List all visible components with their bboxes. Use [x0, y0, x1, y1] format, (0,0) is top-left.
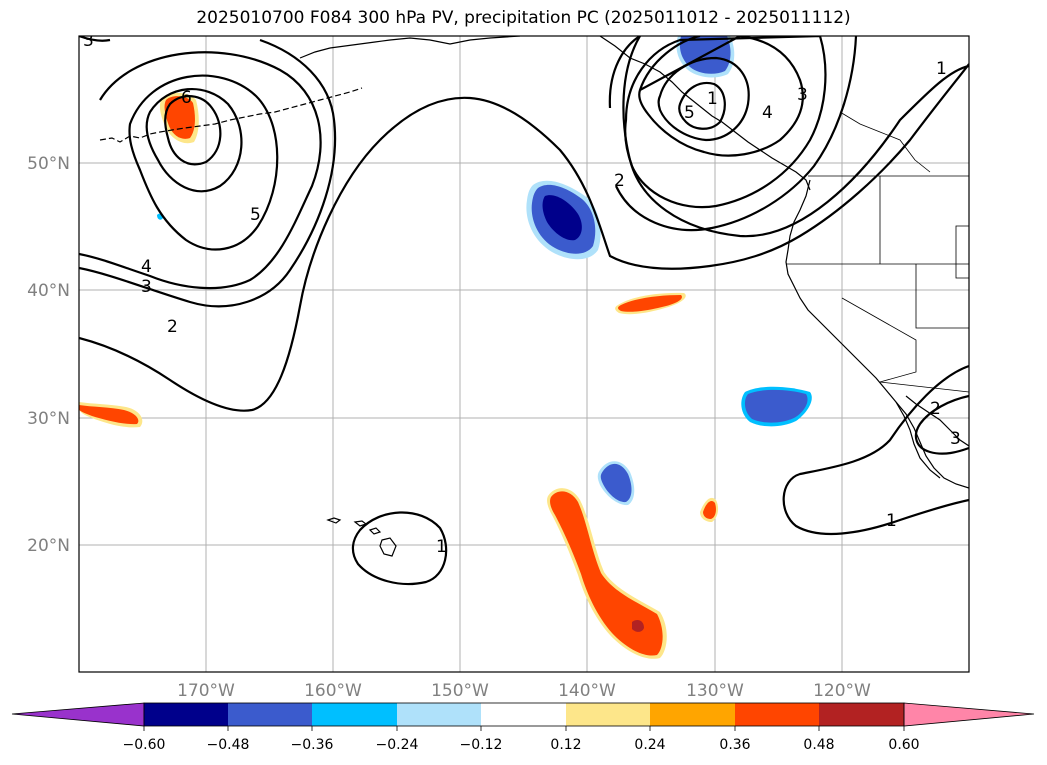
pv-contour: [657, 56, 750, 142]
pv-contour: [128, 74, 279, 251]
gulf-coast: [905, 395, 969, 447]
pv-contour: [914, 394, 969, 455]
pv-contours: [79, 36, 969, 586]
contour-label: 3: [950, 429, 961, 449]
lat-label: 50°N: [27, 154, 70, 174]
contour-label: 2: [614, 171, 625, 191]
pv-contour: [608, 36, 858, 232]
hawaii-island: [326, 517, 342, 524]
colorbar-tick-label: −0.48: [207, 737, 250, 753]
precip-negative-region: [744, 389, 808, 423]
pv-contour: [622, 36, 969, 238]
lon-label: 160°W: [304, 681, 362, 701]
west-coast: [785, 179, 969, 489]
lon-labels: 170°W 160°W 150°W 140°W 130°W 120°W: [177, 681, 871, 701]
alaska-coast: [299, 36, 521, 59]
colorbar-bin: [228, 703, 312, 726]
colorbar-bin: [481, 703, 566, 726]
lat-labels: 50°N 40°N 30°N 20°N: [27, 154, 70, 556]
map-frame: [78, 35, 970, 673]
colorbar-bin: [735, 703, 819, 726]
lat-label: 30°N: [27, 409, 70, 429]
precip-positive-region: [703, 501, 716, 519]
pv-contour: [79, 38, 337, 308]
lon-label: 150°W: [431, 681, 489, 701]
colorbar-bin: [312, 703, 397, 726]
contour-labels: 6 5 4 3 2 1 2 3 4 5 1 2 3 1 1 3: [83, 31, 961, 557]
aleutian-islands: [99, 87, 363, 143]
contour-label: 4: [141, 257, 152, 277]
contour-label: 3: [141, 277, 152, 297]
colorbar-bin: [397, 703, 481, 726]
colorbar-extend-high: [903, 702, 1035, 727]
colorbar-frame: [143, 702, 905, 727]
contour-label: 4: [762, 103, 773, 123]
precip-positive-region: [618, 295, 682, 312]
pv-contour: [678, 81, 726, 130]
colorbar-tick-marks: [143, 726, 905, 731]
colorbar-tick-label: −0.60: [123, 737, 166, 753]
state-border: [955, 225, 969, 279]
colorbar-tick-label: 0.36: [719, 737, 750, 753]
us-mexico-border: [879, 381, 969, 393]
map-area: 6 5 4 3 2 1 2 3 4 5 1 2 3 1 1 3: [79, 31, 969, 672]
lon-label: 140°W: [558, 681, 616, 701]
map-title: 2025010700 F084 300 hPa PV, precipitatio…: [196, 8, 851, 28]
hawaii-island: [379, 537, 397, 557]
lon-label: 170°W: [177, 681, 235, 701]
lon-label: 130°W: [686, 681, 744, 701]
baja-coast: [895, 401, 941, 479]
state-border: [915, 264, 969, 329]
precip-positive-region: [79, 405, 139, 425]
colorbar-tick-label: −0.24: [376, 737, 419, 753]
contour-label: 6: [181, 88, 192, 108]
contour-label: 3: [83, 31, 94, 51]
contour-label: 1: [886, 511, 897, 531]
precip-negative-region: [600, 463, 632, 503]
state-border: [841, 297, 917, 383]
contour-label: 1: [436, 537, 447, 557]
borders: [786, 111, 969, 393]
contour-label: 1: [707, 89, 718, 109]
pv-contour: [164, 95, 222, 166]
contour-label: 2: [930, 399, 941, 419]
contour-label: 5: [684, 103, 695, 123]
colorbar-bin: [819, 703, 904, 726]
colorbar: −0.60 −0.48 −0.36 −0.24 −0.12 0.12 0.24 …: [11, 702, 1035, 753]
hawaii-island: [368, 527, 382, 535]
colorbar-extend-low: [11, 702, 145, 727]
contour-label: 5: [250, 205, 261, 225]
pv-contour: [79, 51, 322, 290]
colorbar-tick-label: 0.48: [803, 737, 834, 753]
colorbar-tick-label: 0.60: [888, 737, 919, 753]
pv-contour: [145, 87, 243, 193]
pv-contour: [79, 36, 111, 42]
colorbar-tick-label: −0.36: [291, 737, 334, 753]
colorbar-bin: [144, 703, 228, 726]
colorbar-bin: [650, 703, 735, 726]
pv-contour: [638, 36, 804, 157]
pv-contour: [79, 63, 969, 412]
contour-label: 3: [797, 85, 808, 105]
lon-label: 120°W: [813, 681, 871, 701]
contour-label: 2: [167, 317, 178, 337]
contour-label: 1: [936, 59, 947, 79]
lat-label: 20°N: [27, 536, 70, 556]
colorbar-tick-label: −0.12: [460, 737, 503, 753]
precip-positive-region: [632, 620, 644, 632]
colorbar-tick-label: 0.24: [634, 737, 665, 753]
precip-positive-region: [550, 491, 663, 656]
precip-negative-region: [542, 195, 582, 241]
colorbar-bin: [566, 703, 650, 726]
pv-contour: [782, 364, 969, 536]
colorbar-tick-label: 0.12: [550, 737, 581, 753]
lat-label: 40°N: [27, 281, 70, 301]
pv-contour: [351, 511, 448, 586]
